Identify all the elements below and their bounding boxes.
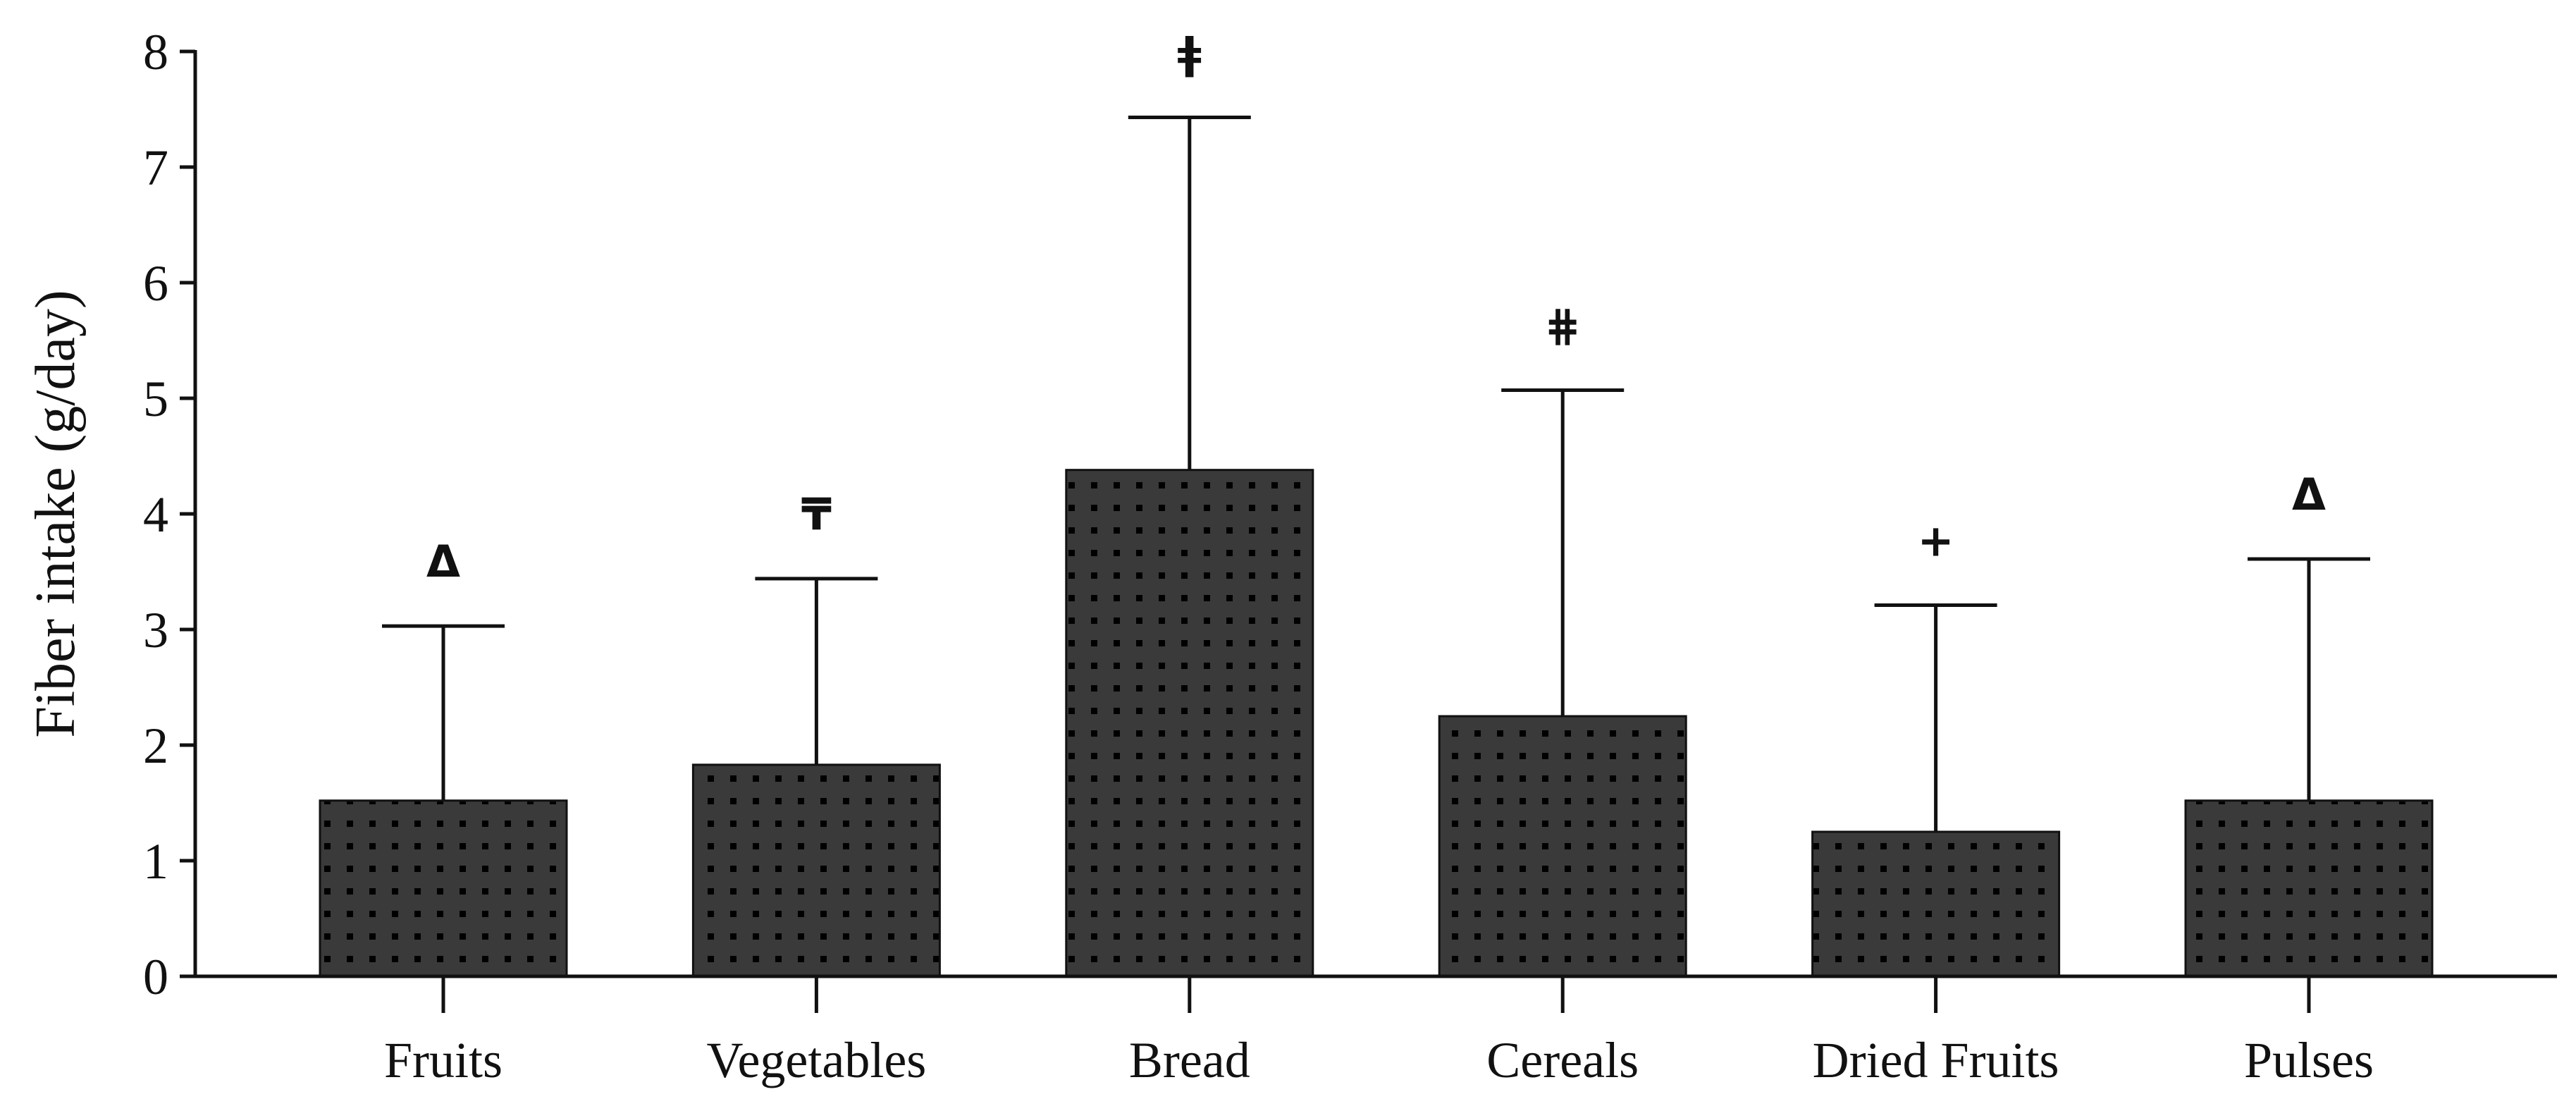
significance-marker: + — [1918, 515, 1954, 567]
bar — [691, 763, 941, 978]
y-tick-label: 2 — [143, 718, 168, 774]
x-tick-label: Dried Fruits — [1813, 1032, 2059, 1088]
bar — [2184, 799, 2434, 978]
y-tick-label: 7 — [143, 140, 168, 196]
x-tick-label: Fruits — [384, 1032, 503, 1088]
y-tick-label: 5 — [143, 371, 168, 427]
y-tick-label: 8 — [143, 24, 168, 80]
y-tick-label: 0 — [143, 949, 168, 1005]
y-tick-label: 3 — [143, 602, 168, 658]
bar — [319, 799, 568, 978]
y-axis-title: Fiber intake (g/day) — [25, 290, 87, 737]
labels-layer: 0 1 2 3 4 5 6 7 8 Fruits Δ Vegetables ₸ Bread ǂ Cereals… — [143, 24, 2374, 1088]
x-tick-label: Bread — [1129, 1032, 1250, 1088]
bar — [1811, 830, 2061, 978]
bar — [1438, 715, 1687, 978]
x-tick-label: Vegetables — [706, 1032, 926, 1088]
axes-layer — [180, 49, 2557, 1013]
y-tick-label: 6 — [143, 255, 168, 312]
y-tick-label: 4 — [143, 486, 168, 543]
significance-marker: ǂ — [1178, 27, 1202, 78]
y-tick-label: 1 — [143, 833, 168, 890]
significance-marker: Δ — [426, 536, 460, 587]
significance-marker: ⋕ — [1544, 300, 1581, 352]
bars-layer — [319, 115, 2434, 978]
x-tick-label: Cereals — [1486, 1032, 1639, 1088]
x-tick-label: Pulses — [2244, 1032, 2374, 1088]
significance-marker: ₸ — [801, 489, 832, 540]
significance-marker: Δ — [2292, 469, 2326, 520]
bar — [1065, 469, 1314, 978]
